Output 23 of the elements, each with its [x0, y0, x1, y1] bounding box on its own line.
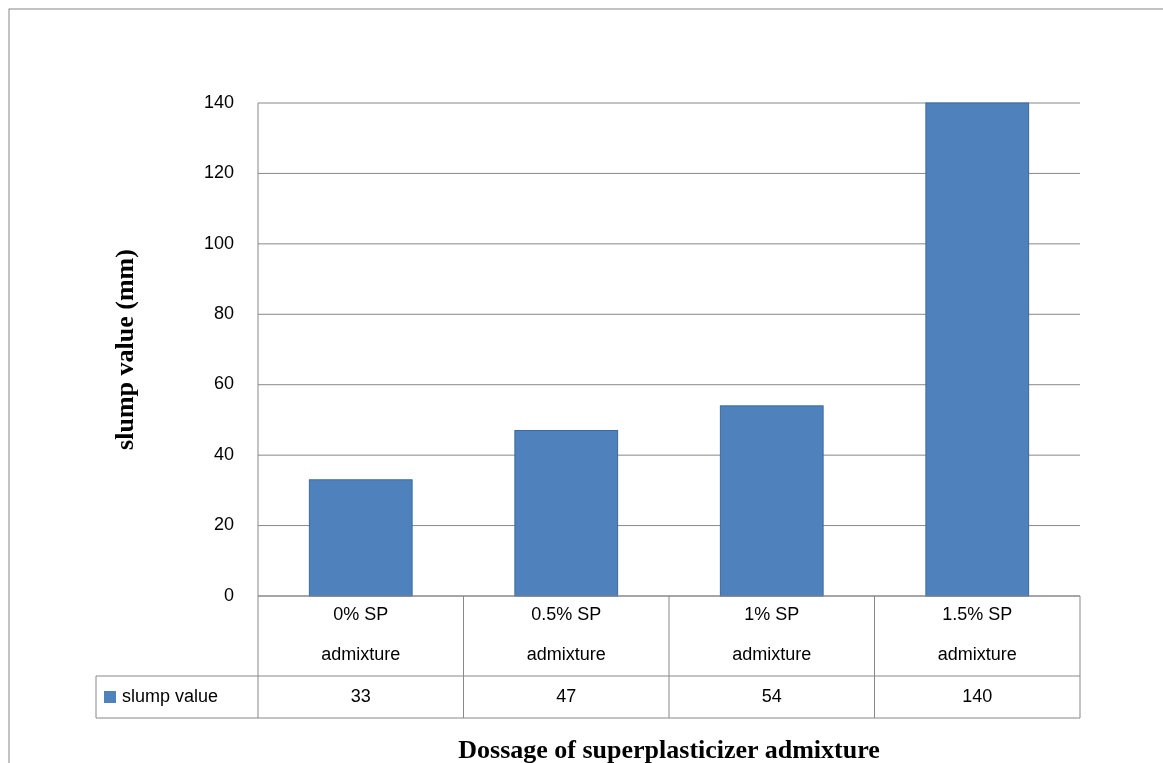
y-axis-title: slump value (mm)	[110, 249, 139, 450]
y-tick-label: 0	[223, 584, 234, 605]
data-label: 47	[556, 685, 577, 706]
x-tick-label: 1.5% SP admixture	[937, 604, 1017, 664]
legend-label: slump value	[122, 685, 219, 706]
y-tick-label: 60	[213, 373, 234, 394]
x-tick-label: 0% SP admixture	[321, 604, 401, 664]
y-tick-label: 140	[203, 91, 234, 112]
y-tick-label: 20	[213, 514, 234, 535]
y-tick-label: 40	[213, 443, 234, 464]
data-label: 140	[962, 685, 993, 706]
x-tick-label: 0.5% SP admixture	[526, 604, 606, 664]
bar	[514, 429, 619, 597]
y-tick-label: 100	[203, 232, 234, 253]
y-tick-label: 80	[213, 303, 234, 324]
data-label: 54	[761, 685, 782, 706]
bar	[308, 479, 413, 597]
bar	[925, 102, 1030, 597]
bar	[719, 405, 824, 597]
data-label: 33	[350, 685, 371, 706]
x-tick-label: 1% SP admixture	[732, 604, 812, 664]
y-tick-label: 120	[203, 162, 234, 183]
x-axis-title: Dossage of superplasticizer admixture	[458, 735, 880, 763]
